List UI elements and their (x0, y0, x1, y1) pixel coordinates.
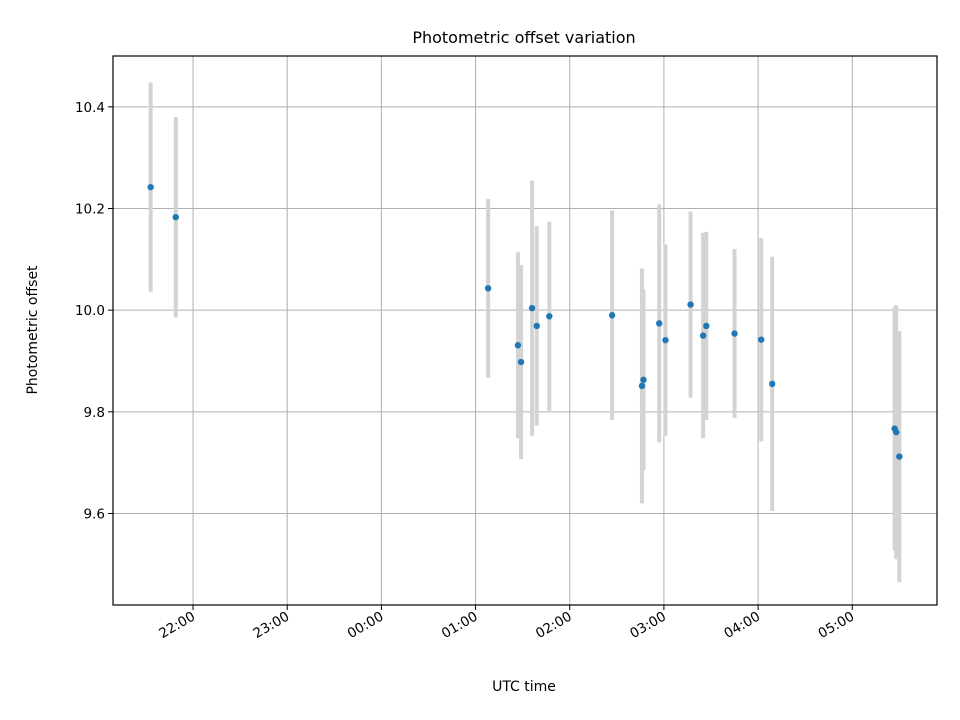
plot-frame (112, 55, 938, 606)
y-tick-label: 9.6 (84, 507, 105, 523)
x-tick-label: 01:00 (439, 609, 481, 642)
data-point (640, 376, 647, 384)
data-point (528, 304, 536, 312)
data-point (533, 322, 540, 330)
data-point (546, 313, 553, 320)
x-tick-label: 02:00 (533, 609, 575, 642)
data-point (608, 312, 616, 319)
chart-title: Photometric offset variation (412, 28, 635, 47)
data-point (517, 358, 525, 366)
y-axis-ticks: 9.6 9.8 10.0 10.2 10.4 (75, 100, 113, 523)
y-tick-label: 10.2 (75, 202, 105, 218)
data-points (147, 183, 903, 460)
data-point (896, 453, 903, 460)
x-axis-label: UTC time (492, 679, 556, 695)
data-point (655, 320, 663, 327)
data-point (892, 428, 900, 436)
x-tick-label: 00:00 (345, 609, 387, 642)
data-point (699, 332, 707, 339)
error-bars (148, 82, 902, 583)
data-point (769, 380, 776, 388)
x-tick-label: 04:00 (721, 609, 763, 642)
y-tick-label: 9.8 (84, 405, 105, 421)
data-point (147, 183, 154, 191)
x-tick-label: 05:00 (816, 609, 858, 642)
data-point (172, 213, 179, 221)
y-tick-label: 10.4 (75, 100, 105, 116)
data-point (758, 336, 765, 343)
data-point (687, 301, 694, 308)
data-point (484, 285, 492, 292)
data-point (731, 330, 738, 337)
data-point (662, 336, 669, 344)
data-point (638, 382, 646, 390)
x-axis-ticks: 22:00 23:00 00:00 01:00 02:00 03:00 04:00 05:00 (156, 605, 857, 642)
data-point (514, 342, 522, 349)
grid-lines (113, 56, 937, 605)
x-tick-label: 22:00 (156, 609, 198, 642)
y-axis-label: Photometric offset (25, 265, 41, 395)
y-tick-label: 10.0 (75, 303, 105, 319)
x-tick-label: 23:00 (251, 609, 293, 642)
data-point (703, 322, 710, 330)
x-tick-label: 03:00 (627, 609, 669, 642)
